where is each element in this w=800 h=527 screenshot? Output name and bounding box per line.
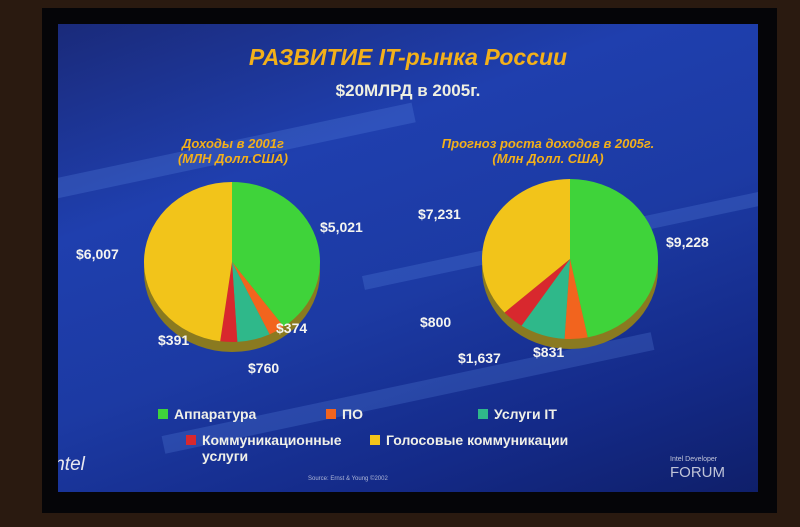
legend-swatch [158,409,168,419]
label-2001-voice: $6,007 [76,246,119,262]
pie-unit: (Млн Долл. США) [492,151,604,166]
pie-2005-title: Прогноз роста доходов в 2005г. (Млн Долл… [423,136,673,166]
idf-logo-small: Intel Developer [670,456,718,463]
idf-logo: FORUM [670,464,725,481]
label-2005-hardware: $9,228 [666,234,709,250]
pie-slice-2005-3 [504,259,570,326]
legend-label: Коммуникационные услуги [202,432,342,464]
pie-slice-2001-1 [232,262,284,335]
legend-item-comm-services: Коммуникационные услуги [186,432,352,464]
pie-2001-title: Доходы в 2001г (МЛН Долл.США) [148,136,318,166]
pie-slice-2001-4 [144,182,232,342]
pie-slice-2005-4 [482,179,570,313]
legend-item-hardware: Аппаратура [158,406,256,422]
label-2005-comm-services: $800 [420,314,452,330]
source-note: Source: Ernst & Young ©2002 [308,476,388,482]
pie-slice-2001-2 [232,262,270,342]
legend-swatch [478,409,488,419]
pie-title: Доходы в 2001г [182,136,284,151]
legend-swatch [186,435,196,445]
label-2001-comm-services: $391 [158,332,190,348]
legend-swatch [370,435,380,445]
pie-charts [144,179,659,352]
label-2001-hardware: $5,021 [320,219,363,235]
slide-title: РАЗВИТИЕ IT-рынка России [248,44,568,70]
pie-title: Прогноз роста доходов в 2005г. [441,136,655,151]
slide: РАЗВИТИЕ IT-рынка России $20МЛРД в 2005г… [58,24,758,492]
legend-item-it-services: Услуги IT [478,406,557,422]
label-2001-software: $374 [276,320,308,336]
label-2005-it-services: $1,637 [458,350,501,366]
label-2005-software: $831 [533,344,565,360]
legend-item-voice: Голосовые коммуникации [370,432,568,448]
slide-subtitle: $20МЛРД в 2005г. [335,81,481,100]
pie-slice-2005-2 [521,259,570,339]
pie-slice-2001-0 [232,182,320,327]
pie-unit: (МЛН Долл.США) [177,151,289,166]
label-2005-voice: $7,231 [418,206,461,222]
pie-slice-2001-3 [220,262,238,342]
legend-label: Аппаратура [174,406,257,422]
legend-item-software: ПО [326,406,363,422]
legend-label: Услуги IT [494,406,557,422]
legend-label: Голосовые коммуникации [386,432,569,448]
intel-logo: intel [58,454,85,475]
legend-label: ПО [342,406,363,422]
label-2001-it-services: $760 [248,360,280,376]
pie-slice-2005-0 [570,179,659,338]
pie-slice-2005-1 [564,259,588,339]
legend-swatch [326,409,336,419]
